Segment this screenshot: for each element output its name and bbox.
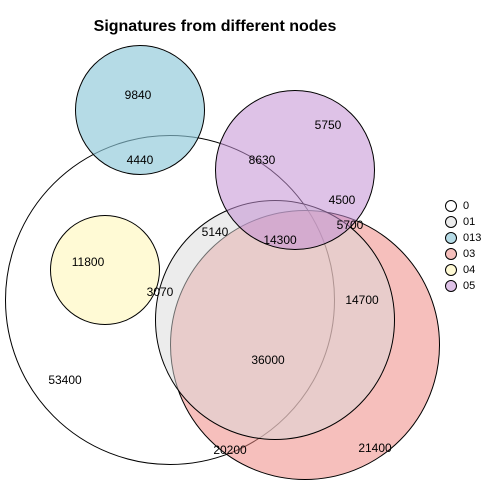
region-label: 11800 (72, 255, 104, 269)
region-label: 21400 (358, 441, 391, 455)
region-label: 4500 (329, 193, 356, 207)
region-label: 14300 (263, 233, 296, 247)
venn-chart: Signatures from different nodes 9840 4440… (0, 0, 504, 504)
legend-swatch (445, 280, 457, 292)
legend-item: 0 (445, 200, 481, 212)
region-label: 9840 (125, 88, 152, 102)
legend-label: 01 (463, 216, 475, 228)
legend-item: 05 (445, 280, 481, 292)
legend-swatch (445, 216, 457, 228)
legend-label: 05 (463, 280, 475, 292)
region-label: 5140 (202, 225, 229, 239)
legend-swatch (445, 232, 457, 244)
region-label: 20200 (213, 443, 246, 457)
legend-label: 013 (463, 232, 481, 244)
chart-title: Signatures from different nodes (0, 18, 430, 36)
legend-item: 03 (445, 248, 481, 260)
legend-swatch (445, 200, 457, 212)
legend-item: 04 (445, 264, 481, 276)
legend-label: 03 (463, 248, 475, 260)
region-label: 3070 (147, 285, 174, 299)
legend-swatch (445, 248, 457, 260)
region-label: 53400 (48, 373, 81, 387)
region-label: 14700 (345, 293, 378, 307)
region-label: 5700 (337, 218, 364, 232)
legend: 0 01 013 03 04 05 (445, 200, 481, 296)
legend-label: 04 (463, 264, 475, 276)
legend-label: 0 (463, 200, 469, 212)
region-label: 4440 (127, 153, 154, 167)
region-label: 8630 (249, 153, 276, 167)
set-circle-c04 (50, 215, 160, 325)
region-label: 36000 (251, 353, 284, 367)
legend-swatch (445, 264, 457, 276)
region-label: 5750 (315, 118, 342, 132)
legend-item: 013 (445, 232, 481, 244)
legend-item: 01 (445, 216, 481, 228)
